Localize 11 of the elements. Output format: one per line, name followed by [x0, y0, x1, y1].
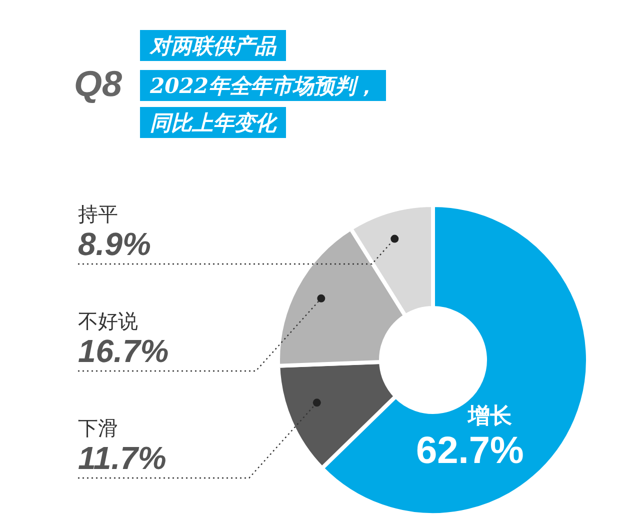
data-label: 11.7%: [78, 440, 166, 476]
slice-label: 持平: [78, 202, 119, 226]
data-label: 8.9%: [78, 226, 151, 262]
chart-subtitle: 2022年全年市场预判，同比上年变化: [140, 70, 386, 138]
data-label: 16.7%: [78, 333, 169, 369]
slice-label: 下滑: [78, 416, 119, 440]
slice-label: 不好说: [78, 309, 139, 333]
text: Q8: [74, 63, 122, 105]
chart-title: 对两联供产品: [140, 30, 286, 61]
data-label: 62.7%: [416, 430, 524, 472]
slice-label: 增长: [468, 404, 513, 430]
